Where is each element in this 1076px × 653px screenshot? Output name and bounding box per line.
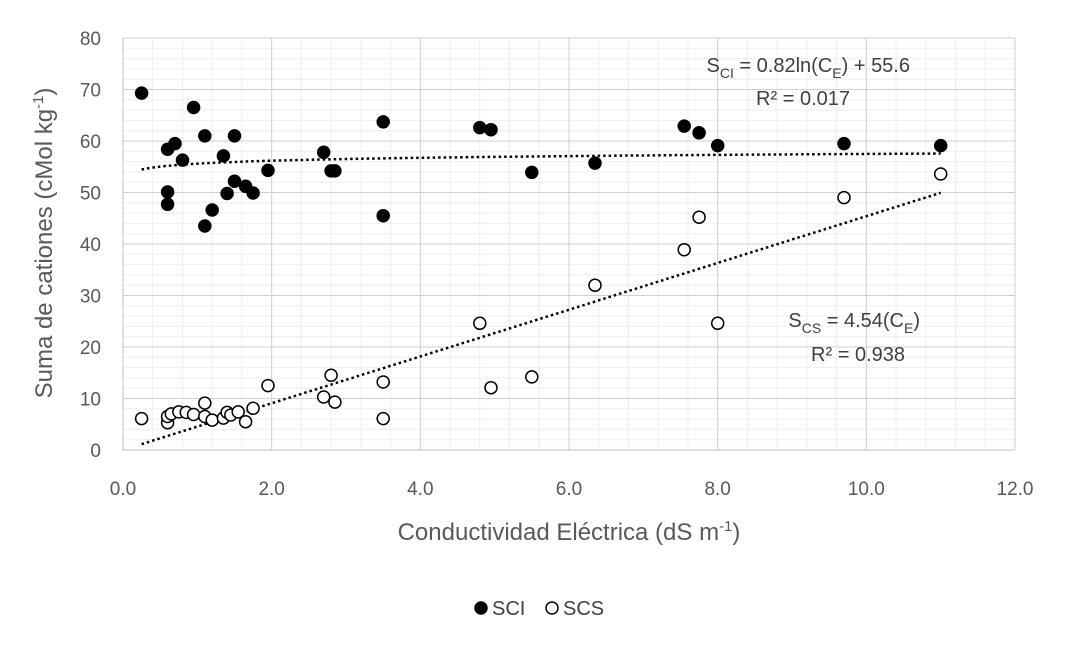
point-scs <box>376 375 390 389</box>
sci-trend-r2: R² = 0.017 <box>756 88 850 110</box>
point-scs <box>205 413 219 427</box>
y-tick-label: 30 <box>80 287 101 308</box>
y-tick-label: 10 <box>80 390 101 411</box>
grid-lines <box>122 37 1016 451</box>
point-sci <box>134 86 149 100</box>
y-tick-label: 0 <box>90 441 101 462</box>
data-points <box>134 86 948 430</box>
point-sci <box>473 120 487 135</box>
point-scs <box>525 370 539 384</box>
y-axis-title: Suma de cationes (cMol kg-1) <box>30 88 58 399</box>
point-sci <box>484 122 498 137</box>
point-sci <box>376 208 390 223</box>
x-tick-label: 0.0 <box>110 479 136 500</box>
point-scs <box>692 210 706 224</box>
point-sci <box>692 126 706 140</box>
trendline-sci <box>141 152 941 171</box>
legend-label-sci: SCI <box>492 598 525 620</box>
point-scs <box>328 395 342 409</box>
point-sci <box>220 186 234 201</box>
trendline-scs <box>141 191 942 446</box>
point-sci <box>525 165 539 180</box>
point-scs <box>238 414 253 429</box>
x-tick-label: 10.0 <box>848 479 885 500</box>
point-sci <box>216 149 231 163</box>
point-scs <box>588 278 602 292</box>
legend-label-scs: SCS <box>563 598 604 620</box>
point-sci <box>198 219 212 233</box>
point-sci <box>933 138 948 153</box>
x-tick-label: 6.0 <box>556 479 582 500</box>
sci-trend-equation: SCI = 0.82ln(CE) + 55.6 <box>707 55 910 81</box>
legend-marker-sci <box>474 601 488 615</box>
point-scs <box>186 407 201 422</box>
y-tick-label: 20 <box>80 338 101 359</box>
point-scs <box>198 396 212 410</box>
point-scs <box>677 242 691 257</box>
point-sci <box>205 203 219 217</box>
point-sci <box>316 145 331 160</box>
point-scs <box>376 411 390 426</box>
point-scs <box>484 380 498 395</box>
point-sci <box>588 156 602 170</box>
y-tick-label: 60 <box>80 132 101 153</box>
scs-trend-equation: SCS = 4.54(CE) <box>788 310 920 336</box>
x-tick-label: 4.0 <box>407 479 433 500</box>
axes <box>122 38 1015 451</box>
x-tick-label: 12.0 <box>997 479 1034 500</box>
point-sci <box>198 129 212 143</box>
point-scs <box>246 401 260 416</box>
point-scs <box>261 378 275 393</box>
tick-labels: 0.0 2.0 4.0 6.0 8.0 10.0 12.0 0 10 20 30 40 50 60 70 80 <box>80 29 1034 500</box>
point-sci <box>328 164 342 178</box>
x-tick-label: 2.0 <box>258 479 284 500</box>
x-axis-title: Conductividad Eléctrica (dS m-1) <box>398 518 741 546</box>
scs-trend-r2: R² = 0.938 <box>811 344 905 366</box>
point-scs <box>933 167 948 181</box>
y-tick-label: 70 <box>80 81 101 102</box>
point-sci <box>677 119 691 133</box>
point-sci <box>227 174 242 188</box>
point-sci <box>160 185 175 199</box>
y-tick-label: 50 <box>80 184 101 205</box>
y-tick-label: 80 <box>80 29 101 50</box>
point-scs <box>134 411 149 426</box>
point-scs <box>710 316 725 331</box>
point-sci <box>837 136 851 151</box>
point-scs <box>231 405 245 419</box>
point-sci <box>168 136 182 151</box>
x-tick-label: 8.0 <box>704 479 730 500</box>
point-sci <box>175 153 190 167</box>
trendlines <box>141 152 942 446</box>
point-sci <box>376 115 390 129</box>
point-scs <box>473 316 487 331</box>
point-sci <box>227 129 242 143</box>
point-sci <box>160 197 175 212</box>
legend: SCI SCS <box>474 598 604 620</box>
point-scs <box>316 390 331 404</box>
point-scs <box>837 190 851 205</box>
legend-marker-scs <box>545 601 559 615</box>
point-sci <box>246 186 260 200</box>
y-tick-label: 40 <box>80 235 101 256</box>
point-sci <box>261 163 275 178</box>
point-sci <box>186 100 201 115</box>
point-scs <box>324 368 338 383</box>
point-sci <box>710 138 725 153</box>
